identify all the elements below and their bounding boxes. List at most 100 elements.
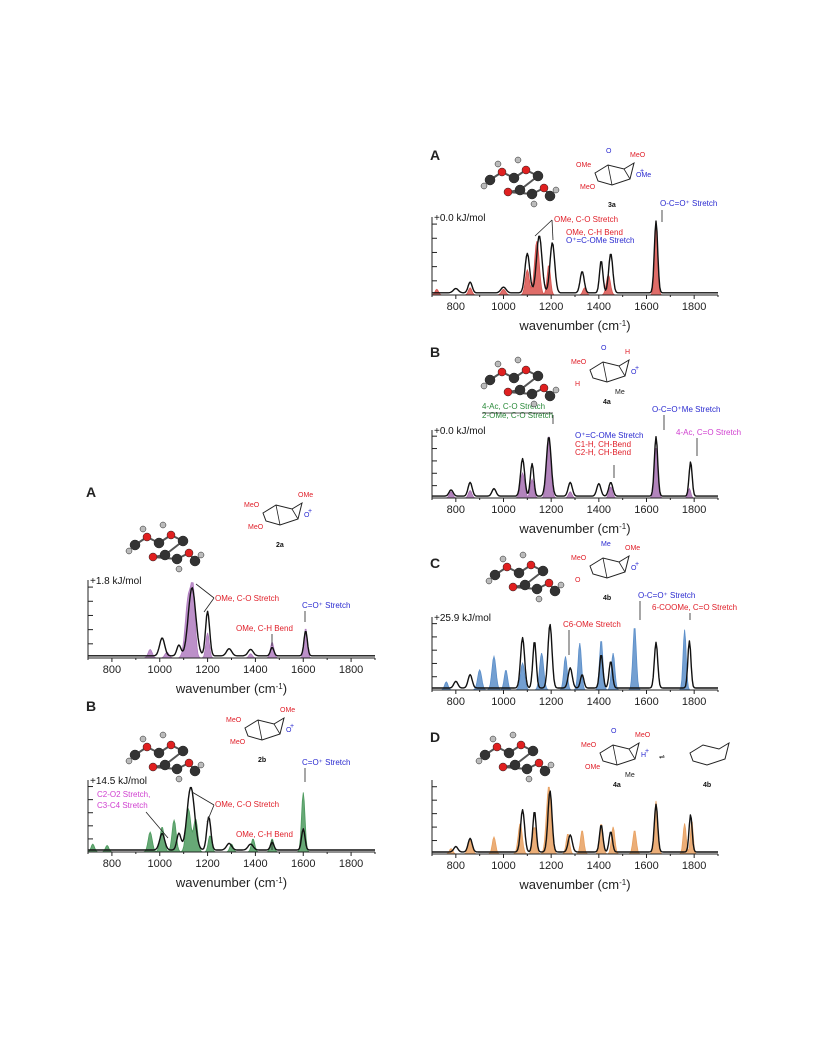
x-tick-label: 1400: [587, 696, 611, 708]
panel-label: D: [430, 729, 440, 745]
peak-annotation: C3-C4 Stretch: [97, 801, 148, 810]
structure-charge: +: [640, 168, 644, 175]
energy-label: +1.8 kJ/mol: [90, 576, 141, 587]
structure-atom-label: O: [575, 577, 581, 584]
molecule-structure: MeO OMe MeO O+2a: [244, 492, 313, 549]
x-tick-label: 1600: [634, 860, 658, 872]
structure-atom-label: Me: [625, 772, 635, 779]
molecule-3d-model: [485, 551, 565, 603]
experimental-spectrum-line: [432, 220, 718, 294]
x-axis-label: wavenumber (cm-1): [518, 318, 630, 333]
annotation-leader: [206, 804, 215, 823]
peak-annotation: C2-H, CH-Bend: [575, 448, 631, 457]
x-axis-label: wavenumber (cm-1): [175, 681, 287, 696]
x-tick-label: 1800: [339, 858, 363, 870]
panel-label: A: [430, 147, 440, 163]
structure-atom-label: OMe: [576, 162, 591, 169]
structure-id: 4a: [603, 399, 611, 406]
x-axis-label: wavenumber (cm-1): [518, 521, 630, 536]
peak-annotation: 2-OMe, C-O Stretch: [482, 411, 553, 420]
x-tick-label: 1400: [587, 860, 611, 872]
peak-annotation: O⁺=C-OMe Stretch: [575, 431, 643, 440]
molecule-3d-model: [475, 731, 555, 783]
x-tick-label: 1800: [339, 664, 363, 676]
peak-annotation: C=O⁺ Stretch: [302, 601, 350, 610]
energy-label: +0.0 kJ/mol: [434, 213, 485, 224]
structure-id: 4b: [603, 595, 611, 602]
experimental-spectrum-line: [432, 623, 718, 689]
molecule-3d-model: [125, 521, 205, 573]
structure-atom-label: MeO: [635, 732, 651, 739]
molecule-structure: OMe MeO MeO OMe O +3a: [576, 148, 651, 209]
structure-atom-label: OMe: [585, 764, 600, 771]
x-tick-label: 800: [447, 696, 465, 708]
structure-id: 4a: [613, 782, 621, 789]
x-tick-label: 1200: [539, 301, 563, 313]
annotation-leader: [534, 219, 553, 237]
structure-id: 3a: [608, 202, 616, 209]
molecule-structure: MeO H H O O Me +4a: [571, 345, 639, 406]
x-tick-label: 1600: [291, 664, 315, 676]
structure-atom-label: OMe: [625, 545, 640, 552]
peak-annotation: 6-COOMe, C=O Stretch: [652, 603, 737, 612]
peak-annotation: C2-O2 Stretch,: [97, 790, 150, 799]
x-tick-label: 1600: [634, 696, 658, 708]
structure-atom-label: MeO: [581, 742, 597, 749]
structure-charge: +: [308, 508, 312, 515]
peak-annotation: OMe, C-O Stretch: [215, 800, 279, 809]
chart-panel-right-B: B 800 1000 1200 1400 1600 1800 wavenumber (cm-1…: [430, 344, 741, 536]
experimental-spectrum-line: [432, 436, 718, 497]
x-tick-label: 1000: [148, 664, 172, 676]
molecule-3d-model: [480, 356, 560, 408]
structure-atom-label: O: [606, 148, 612, 155]
annotation-leader: [551, 219, 554, 241]
structure-atom-label: MeO: [230, 739, 246, 746]
x-tick-label: 1200: [539, 504, 563, 516]
x-tick-label: 1200: [195, 858, 219, 870]
molecule-3d-model: [480, 156, 560, 208]
x-tick-label: 1000: [491, 301, 515, 313]
panel-label: B: [430, 344, 440, 360]
structure-atom-label: H: [575, 381, 580, 388]
theory-spectrum-area: [432, 628, 718, 691]
x-tick-label: 1400: [243, 664, 267, 676]
chart-panel-left-A: A 800 1000 1200 1400 1600 1800 wavenumber (cm-1…: [86, 484, 376, 696]
annotation-leader: [191, 791, 215, 806]
chart-panel-left-B: B 800 1000 1200 1400 1600 1800 wavenumber (cm-1…: [86, 698, 376, 890]
x-tick-label: 1000: [491, 696, 515, 708]
chart-panel-right-C: C 800 1000 1200 1400 1600 1800 +25.9 kJ/mol C6-O…: [430, 541, 737, 708]
structure-atom-label: O: [304, 512, 310, 519]
x-tick-label: 800: [447, 301, 465, 313]
structure-id: 4b: [703, 782, 711, 789]
peak-annotation: OMe, C-O Stretch: [554, 215, 618, 224]
structure-charge: +: [635, 365, 639, 372]
experimental-spectrum-line: [432, 790, 718, 853]
x-tick-label: 1200: [195, 664, 219, 676]
x-tick-label: 1000: [148, 858, 172, 870]
experimental-spectrum-line: [88, 587, 375, 657]
molecule-structure: MeO OMe MeO O+2b: [226, 707, 295, 764]
energy-label: +0.0 kJ/mol: [434, 426, 485, 437]
x-tick-label: 1400: [587, 301, 611, 313]
chart-panel-right-A: A 800 1000 1200 1400 1600 1800 wavenumber (cm-1…: [430, 147, 719, 333]
x-tick-label: 1600: [634, 301, 658, 313]
experimental-spectrum-line: [88, 786, 375, 851]
panel-label: A: [86, 484, 96, 500]
x-tick-label: 1800: [682, 301, 706, 313]
x-tick-label: 1000: [491, 504, 515, 516]
structure-atom-label: MeO: [248, 524, 264, 531]
structure-atom-label: MeO: [226, 717, 242, 724]
structure-charge: +: [635, 561, 639, 568]
annotation-leader: [195, 583, 215, 599]
x-axis-label: wavenumber (cm-1): [175, 875, 287, 890]
peak-annotation: 4-Ac, C=O Stretch: [676, 428, 741, 437]
peak-annotation: OMe, C-H Bend: [236, 624, 293, 633]
structure-atom-label: O: [286, 727, 292, 734]
peak-annotation: C1-H, CH-Bend: [575, 440, 631, 449]
structure-id: 2b: [258, 757, 266, 764]
peak-annotation: OMe, C-H Bend: [566, 228, 623, 237]
structure-id: 2a: [276, 542, 284, 549]
annotation-leader: [203, 597, 215, 613]
